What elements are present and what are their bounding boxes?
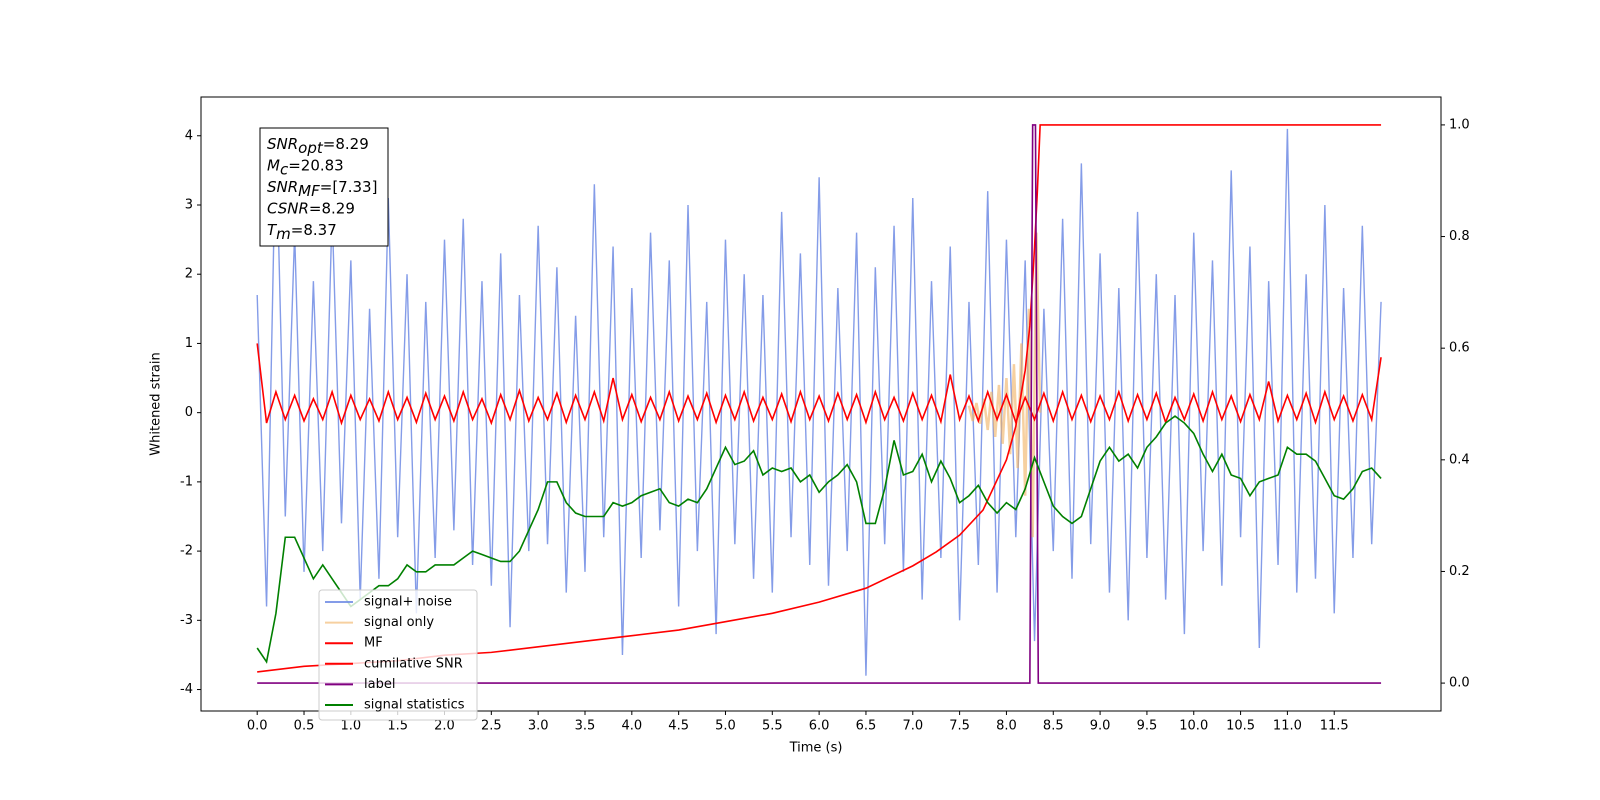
y2-tick-label: 0.2 xyxy=(1449,564,1470,579)
annotation-subscript: MF xyxy=(298,182,320,200)
x-tick-label: 0.5 xyxy=(294,719,315,734)
y-tick-label: 4 xyxy=(185,128,193,143)
annotation-symbol: SNR xyxy=(267,135,298,153)
axes-frame xyxy=(200,96,1442,712)
x-tick-label: 3.0 xyxy=(528,719,549,734)
legend-frame xyxy=(318,589,478,721)
annotation-symbol: SNR xyxy=(267,178,298,196)
x-tick-label: 1.5 xyxy=(387,719,408,734)
y2-tick-label: 0.4 xyxy=(1449,452,1470,467)
x-tick-label: 5.5 xyxy=(762,719,783,734)
annotation-value: =[7.33] xyxy=(320,178,378,196)
y-tick-label: 2 xyxy=(185,267,193,282)
y-axis-label: Whitened strain xyxy=(149,352,164,455)
x-tick-label: 0.0 xyxy=(247,719,268,734)
y2-tick-label: 1.0 xyxy=(1449,117,1470,132)
legend-label: cumilative SNR xyxy=(364,656,463,671)
x-tick-label: 9.5 xyxy=(1137,719,1158,734)
annotation-symbol: CSNR xyxy=(267,199,309,217)
x-tick-label: 10.0 xyxy=(1179,719,1208,734)
annotation-line: SNRopt=8.29 xyxy=(267,135,369,157)
x-axis-label: Time (s) xyxy=(789,741,843,756)
x-tick-label: 3.5 xyxy=(575,719,596,734)
x-tick-label: 4.0 xyxy=(621,719,642,734)
legend-label: signal+ noise xyxy=(364,595,452,610)
annotation-value: =8.37 xyxy=(291,221,337,239)
x-tick-label: 1.0 xyxy=(341,719,362,734)
x-tick-label: 5.0 xyxy=(715,719,736,734)
x-tick-label: 2.5 xyxy=(481,719,502,734)
series-line xyxy=(257,124,1382,684)
x-tick-label: 4.5 xyxy=(668,719,689,734)
annotation-value: =8.29 xyxy=(323,135,369,153)
annotation-box: SNRopt=8.29Mc=20.83SNRMF=[7.33]CSNR=8.29… xyxy=(259,127,389,247)
annotation-value: =8.29 xyxy=(309,199,355,217)
x-tick-label: 10.5 xyxy=(1226,719,1255,734)
x-tick-label: 11.5 xyxy=(1320,719,1349,734)
y-tick-label: -3 xyxy=(180,613,193,628)
legend-label: label xyxy=(364,677,395,692)
annotation-subscript: opt xyxy=(298,139,324,157)
annotation-subscript: c xyxy=(280,160,289,178)
x-tick-label: 9.0 xyxy=(1090,719,1111,734)
annotation-line: Tm=8.37 xyxy=(267,221,337,243)
x-tick-label: 6.5 xyxy=(856,719,877,734)
annotation-symbol: T xyxy=(267,221,278,239)
annotation-line: SNRMF=[7.33] xyxy=(267,178,377,200)
annotation-frame xyxy=(259,127,389,247)
x-tick-label: 7.0 xyxy=(902,719,923,734)
y2-tick-label: 0.8 xyxy=(1449,229,1470,244)
x-tick-label: 2.0 xyxy=(434,719,455,734)
annotation-subscript: m xyxy=(276,225,291,243)
series-line xyxy=(256,343,1382,426)
y-tick-label: -2 xyxy=(180,544,193,559)
annotation-value: =20.83 xyxy=(288,156,344,174)
series-line xyxy=(256,128,1382,676)
y-tick-label: 1 xyxy=(185,336,193,351)
y-tick-label: 3 xyxy=(185,197,193,212)
x-tick-label: 8.5 xyxy=(1043,719,1064,734)
annotation-line: CSNR=8.29 xyxy=(267,199,355,217)
legend-label: signal statistics xyxy=(364,698,465,713)
series-line xyxy=(256,415,1382,664)
legend-label: MF xyxy=(364,636,383,651)
x-tick-label: 7.5 xyxy=(949,719,970,734)
legend: signal+ noise signal only MF cumilative SNR… xyxy=(318,589,478,721)
y-tick-label: 0 xyxy=(185,405,193,420)
legend-label: signal only xyxy=(364,615,434,630)
y2-tick-label: 0.6 xyxy=(1449,341,1470,356)
annotation-line: Mc=20.83 xyxy=(267,156,344,178)
x-tick-label: 8.0 xyxy=(996,719,1017,734)
y2-tick-label: 0.0 xyxy=(1449,676,1470,691)
y-tick-label: -1 xyxy=(180,474,193,489)
x-tick-label: 11.0 xyxy=(1273,719,1302,734)
y-tick-label: -4 xyxy=(180,682,193,697)
annotation-symbol: M xyxy=(267,156,280,174)
x-tick-label: 6.0 xyxy=(809,719,830,734)
